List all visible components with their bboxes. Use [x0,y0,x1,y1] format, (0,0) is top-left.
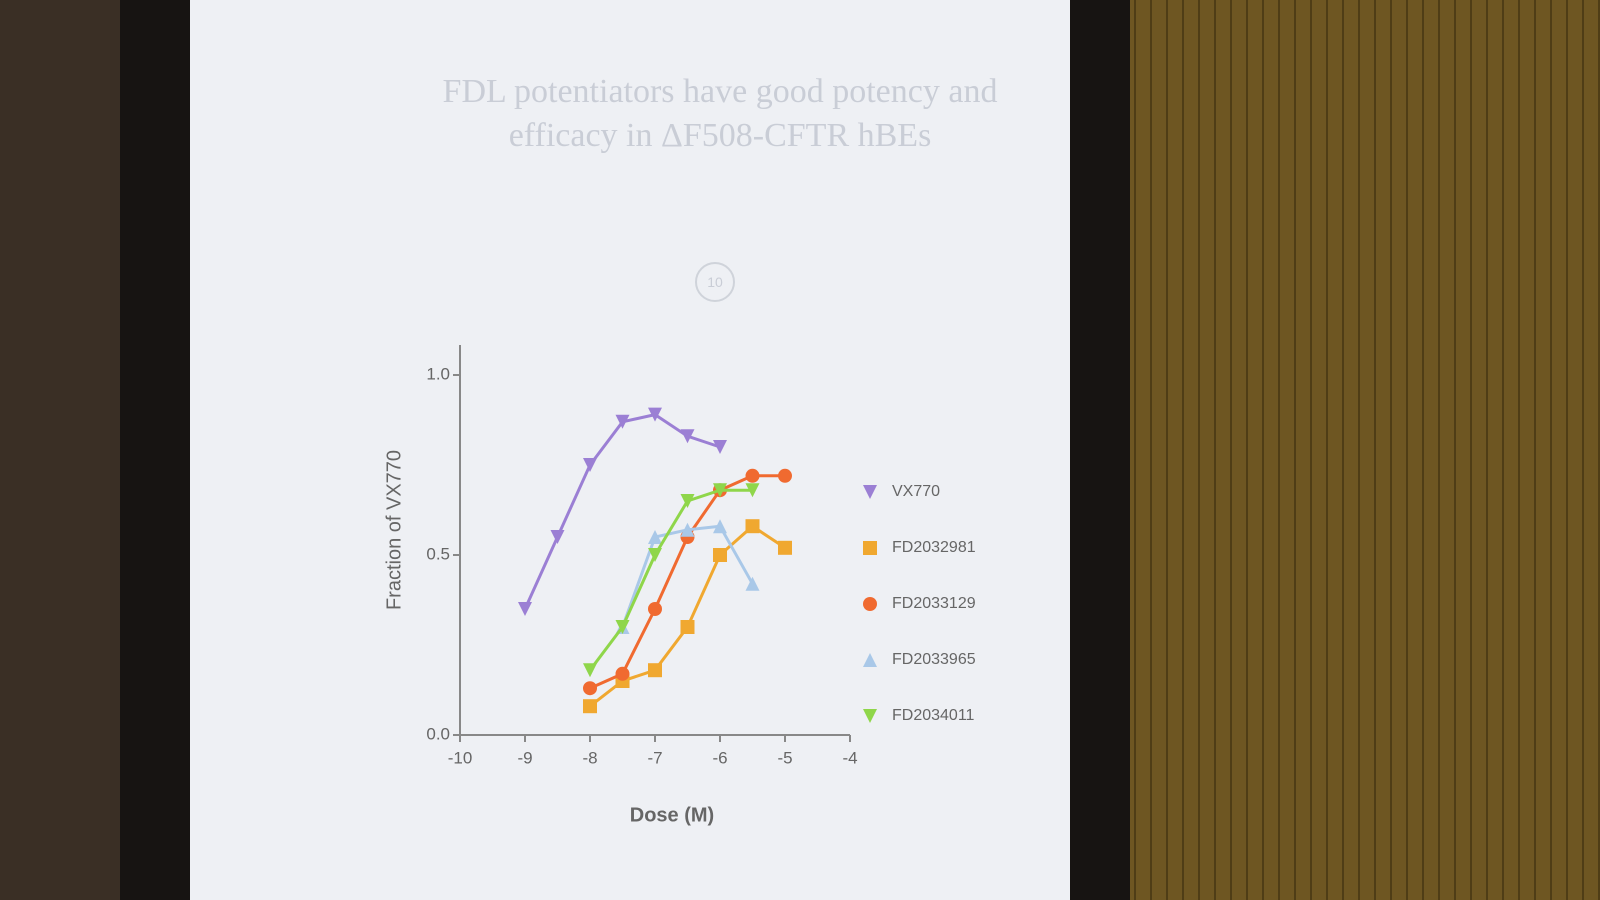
data-point [518,602,532,616]
legend-label: FD2032981 [892,539,976,556]
data-point [680,522,695,537]
data-point [745,576,760,591]
data-point [648,663,662,678]
legend-marker [863,485,877,499]
legend-label: FD2033129 [892,595,976,612]
legend-marker [863,541,877,555]
x-tick-label: -10 [448,748,473,767]
data-point [615,666,630,681]
data-point [615,414,630,429]
data-point [745,483,760,498]
data-point [583,699,597,714]
legend-marker [863,597,877,611]
x-tick-label: -8 [582,748,597,767]
slide-number: 10 [695,262,735,302]
data-point [778,540,792,555]
data-point [583,458,597,472]
x-tick-label: -5 [777,748,792,767]
data-point [778,468,792,483]
data-point [648,602,662,616]
wall [0,0,120,900]
legend-label: FD2034011 [892,707,975,724]
x-axis-label: Dose (M) [630,804,714,826]
data-point [745,468,760,483]
data-point [550,530,565,544]
legend-label: VX770 [892,483,940,500]
data-point [648,407,662,422]
x-tick-label: -6 [712,748,727,767]
data-point [713,483,727,498]
y-tick-label: 0.5 [426,544,450,563]
data-point [713,440,727,454]
series-line [588,488,753,672]
slide: FDL potentiators have good potency and e… [190,0,1070,900]
data-point [680,429,695,444]
x-tick-label: -7 [647,748,662,767]
y-axis-label: Fraction of VX770 [383,450,405,610]
data-point [713,519,727,534]
data-point [583,663,597,678]
x-tick-label: -4 [842,748,857,767]
legend-marker [863,709,877,723]
data-point [648,548,662,562]
series-line [523,412,721,610]
data-point [615,620,630,634]
legend-marker [863,653,877,667]
y-tick-label: 0.0 [426,724,450,743]
data-point [680,494,695,508]
legend-label: FD2033965 [892,651,976,668]
y-tick-label: 1.0 [426,364,450,383]
data-point [713,548,727,562]
data-point [680,620,695,634]
slide-title: FDL potentiators have good potency and e… [442,73,998,154]
x-tick-label: -9 [517,748,532,767]
data-point [648,530,662,544]
data-point [583,681,597,696]
data-point [745,519,760,534]
